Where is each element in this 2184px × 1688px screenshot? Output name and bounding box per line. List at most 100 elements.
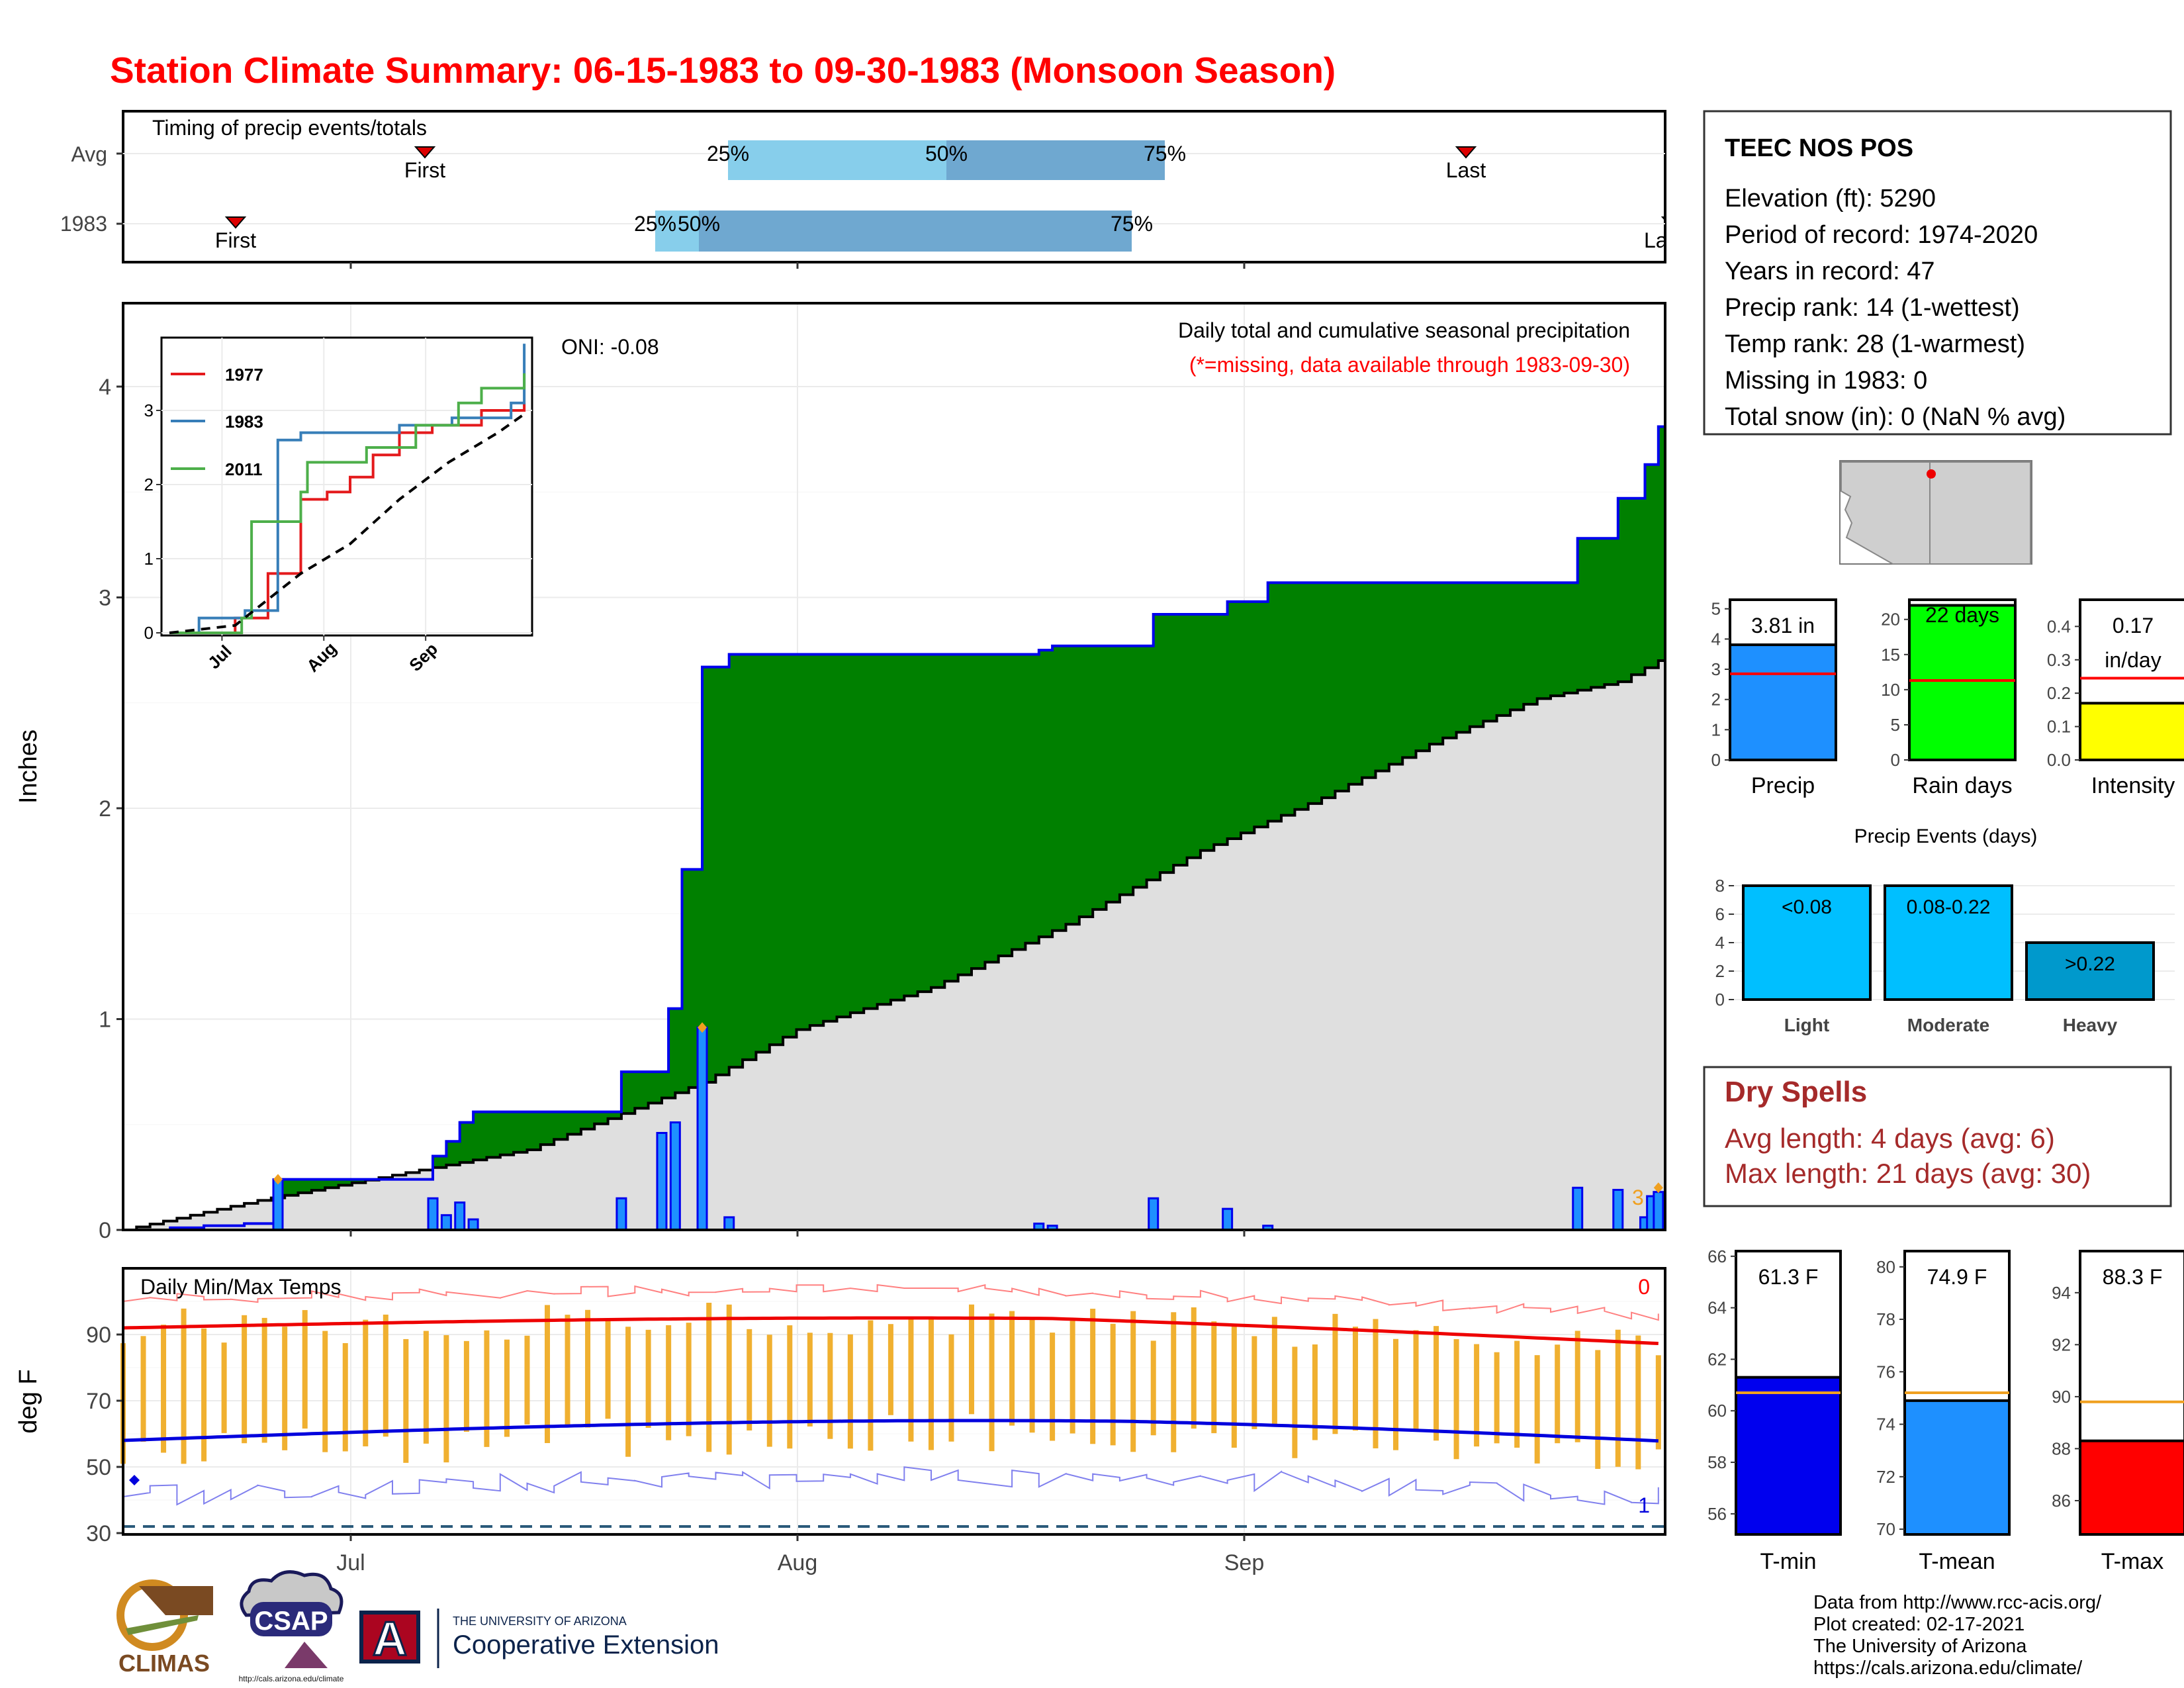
dry-spells-max: Max length: 21 days (avg: 30) [1725, 1158, 2091, 1189]
y1983-p75: 75% [1111, 212, 1153, 236]
daily-precip-bar [272, 1178, 284, 1231]
station-location-dot [1927, 469, 1936, 479]
station-snow: Total snow (in): 0 (NaN % avg) [1725, 403, 2066, 431]
daily-temp-range [766, 1335, 772, 1447]
temp-ytick: 50 [86, 1455, 111, 1480]
record-low-marker [129, 1475, 140, 1485]
daily-temp-range [928, 1318, 934, 1450]
daily-precip-bar [1653, 1191, 1664, 1231]
y1983-p25: 25% [634, 212, 676, 236]
record-high-line [122, 1284, 1659, 1321]
locator-map [1839, 460, 2032, 565]
inset-series-1977 [169, 402, 526, 634]
inset-ytick: 0 [144, 623, 154, 643]
mini-value: 0.17 [2113, 614, 2154, 637]
daily-temp-range [1050, 1333, 1056, 1441]
daily-temp-range [1534, 1355, 1540, 1464]
timing-row-1983: 1983 [60, 212, 107, 236]
daily-temp-range [1453, 1338, 1459, 1460]
avg-p75: 75% [1144, 142, 1186, 165]
station-elevation: Elevation (ft): 5290 [1725, 185, 1936, 212]
daily-temp-range [342, 1343, 348, 1452]
daily-temp-range [787, 1325, 793, 1449]
legend-1983: 1983 [225, 412, 263, 432]
daily-temp-range [807, 1333, 813, 1427]
daily-temp-range [1352, 1327, 1358, 1431]
inset-frame [160, 336, 533, 637]
station-info: TEEC NOS POS Elevation (ft): 5290 Period… [1703, 110, 2172, 436]
y1983-50-75-bar [699, 211, 1132, 252]
legend-2011: 2011 [225, 459, 262, 479]
daily-temp-range [1655, 1355, 1661, 1450]
y1983-last-label: La [1644, 228, 1668, 252]
daily-temp-range [1231, 1324, 1237, 1448]
daily-precip-bar [440, 1214, 452, 1231]
mini-value: 22 days [1925, 603, 1999, 627]
temp-summary-ytick: 92 [2052, 1335, 2071, 1354]
avg-first-label: First [404, 158, 445, 182]
page-title: Station Climate Summary: 06-15-1983 to 0… [110, 50, 1336, 91]
inset-legend: 1977 1983 2011 [171, 365, 263, 479]
max-day-marker [273, 1174, 283, 1185]
avg-p25: 25% [707, 142, 749, 165]
event-category: Light [1784, 1015, 1829, 1035]
temp-summary-label: T-min [1760, 1549, 1817, 1574]
station-name: TEEC NOS POS [1725, 134, 1913, 162]
avg-first-marker [414, 146, 436, 159]
mini-ytick: 20 [1881, 610, 1900, 630]
mini-label: Intensity [2091, 773, 2175, 798]
daily-precip-bar [669, 1121, 681, 1231]
daily-precip-bar [1148, 1197, 1160, 1231]
credit-line-1: Data from http://www.rcc-acis.org/ [1813, 1592, 2102, 1613]
inset-series-2011 [169, 373, 526, 634]
daily-temp-range [1312, 1344, 1318, 1440]
max-day-marker [698, 1022, 707, 1033]
y1983-last-marker [1661, 216, 1664, 220]
daily-temp-range [261, 1317, 267, 1443]
daily-temp-range [140, 1336, 146, 1442]
event-bar-label: <0.08 [1782, 896, 1832, 918]
temp-summary-ytick: 88 [2052, 1438, 2071, 1458]
daily-temp-range [1069, 1321, 1075, 1434]
inset-ytick: 2 [144, 475, 154, 494]
daily-temp-range [1514, 1340, 1520, 1448]
credits: Data from http://www.rcc-acis.org/ Plot … [1813, 1592, 2102, 1679]
temp-summary-ytick: 66 [1707, 1246, 1727, 1266]
record-low-line [122, 1466, 1659, 1506]
daily-temp-range [1413, 1330, 1419, 1431]
inset-series-1983 [169, 344, 526, 634]
daily-temp-range [747, 1329, 752, 1430]
daily-temp-range [1090, 1309, 1096, 1444]
timing-row-avg: Avg [71, 142, 107, 166]
events-ytick: 4 [1715, 933, 1725, 953]
mini-ytick: 4 [1711, 629, 1721, 649]
record-low-count: 1 [1638, 1493, 1650, 1517]
csap-logo: CSAP http://cals.arizona.edu/climate [239, 1570, 344, 1683]
credit-line-3: The University of Arizona [1813, 1636, 2027, 1657]
csap-url: http://cals.arizona.edu/climate [239, 1674, 344, 1683]
precip-caption: Daily total and cumulative seasonal prec… [1178, 318, 1630, 342]
daily-temp-range [545, 1305, 551, 1444]
daily-temp-range [1191, 1307, 1197, 1429]
event-category: Moderate [1907, 1015, 1989, 1035]
mini-ytick: 0.4 [2047, 616, 2071, 636]
daily-temp-range [706, 1303, 712, 1452]
mini-bar-precip [1729, 643, 1837, 761]
temp-summary-value: 74.9 F [1927, 1265, 1987, 1289]
events-ytick: 8 [1715, 876, 1725, 896]
surplus-area [123, 426, 1665, 1230]
daily-temp-range [1130, 1311, 1136, 1452]
daily-temp-range [645, 1329, 651, 1428]
mini-value: 3.81 in [1751, 614, 1815, 637]
avg-25-50-bar [728, 140, 946, 180]
temp-panel: 30 50 70 90 Daily Min/Max Temps 0 1 deg F J… [15, 1267, 1666, 1575]
temp-summary-ytick: 72 [1876, 1467, 1895, 1487]
daily-temp-range [686, 1323, 692, 1436]
daily-temp-range [443, 1335, 449, 1463]
event-bar-light [1742, 884, 1872, 1001]
mini-ytick: 5 [1711, 599, 1721, 619]
precip-ytick: 3 [99, 586, 111, 611]
temp-summary-ytick: 62 [1707, 1349, 1727, 1369]
daily-temp-range [1292, 1346, 1298, 1458]
